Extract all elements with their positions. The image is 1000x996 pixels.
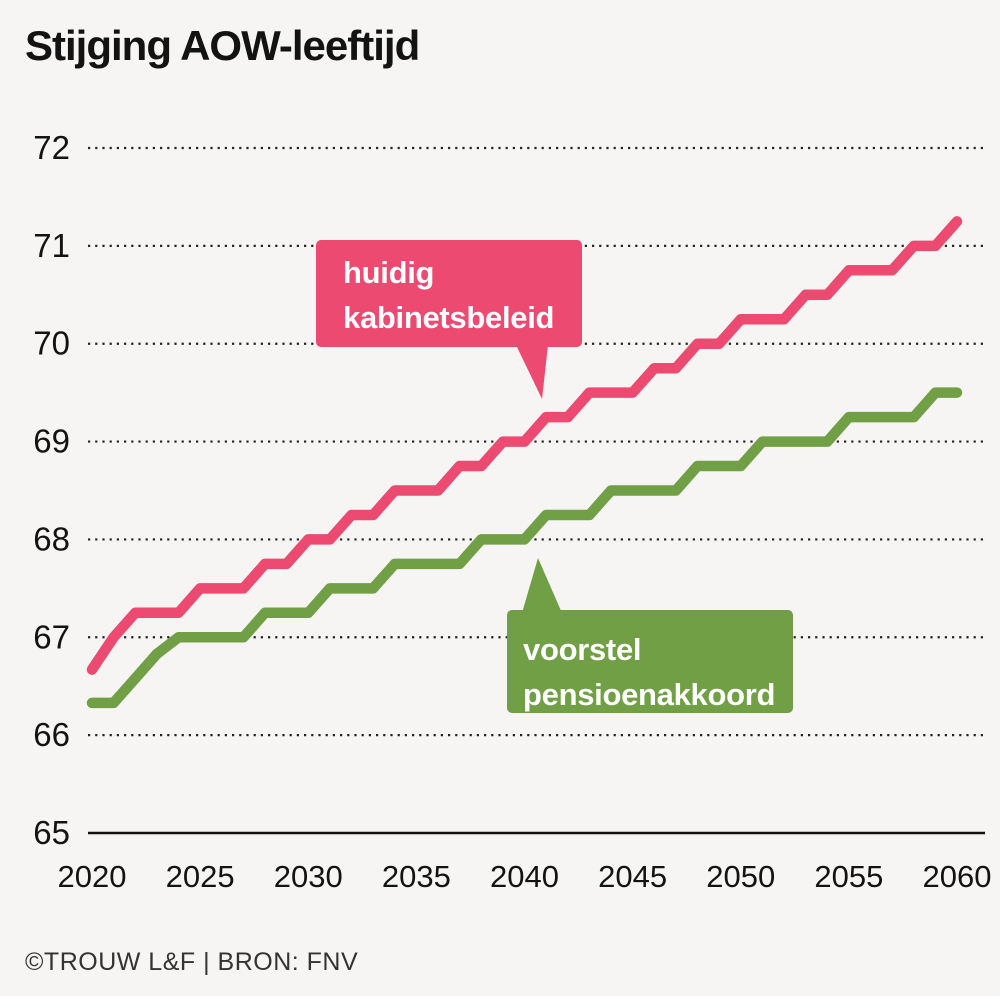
y-axis-label: 68 <box>33 520 70 557</box>
source-credit: ©TROUW L&F | BRON: FNV <box>25 948 359 976</box>
callout-voorstel-pensioenakkoord: voorstel pensioenakkoord <box>507 610 793 713</box>
callout-tail-pink <box>516 345 548 399</box>
y-axis-label: 65 <box>33 814 70 851</box>
x-axis-label: 2020 <box>58 859 127 894</box>
callout-label-line: pensioenakkoord <box>523 677 776 712</box>
y-axis-label: 66 <box>33 716 70 753</box>
y-axis-label: 70 <box>33 325 70 362</box>
x-axis-label: 2045 <box>598 859 667 894</box>
series-voorstel-pensioenakkoord <box>86 387 963 709</box>
x-axis-label: 2035 <box>382 859 451 894</box>
x-axis-label: 2055 <box>814 859 883 894</box>
series-huidig-kabinetsbeleid <box>86 216 963 675</box>
y-axis-label: 69 <box>33 423 70 460</box>
callout-huidig-kabinetsbeleid: huidig kabinetsbeleid <box>316 240 582 347</box>
y-axis-label: 67 <box>33 618 70 655</box>
callout-label-line: voorstel <box>523 632 642 667</box>
x-axis-label: 2040 <box>490 859 559 894</box>
callout-label-line: huidig <box>343 255 435 290</box>
y-axis-label: 71 <box>33 227 70 264</box>
x-axis-label: 2060 <box>923 859 992 894</box>
callout-label-line: kabinetsbeleid <box>343 300 555 335</box>
x-axis-label: 2030 <box>274 859 343 894</box>
x-axis-label: 2050 <box>706 859 775 894</box>
chart-title: Stijging AOW-leeftijd <box>25 22 420 69</box>
callout-tail-green <box>522 558 562 613</box>
x-axis-label: 2025 <box>166 859 235 894</box>
y-axis-label: 72 <box>33 129 70 166</box>
